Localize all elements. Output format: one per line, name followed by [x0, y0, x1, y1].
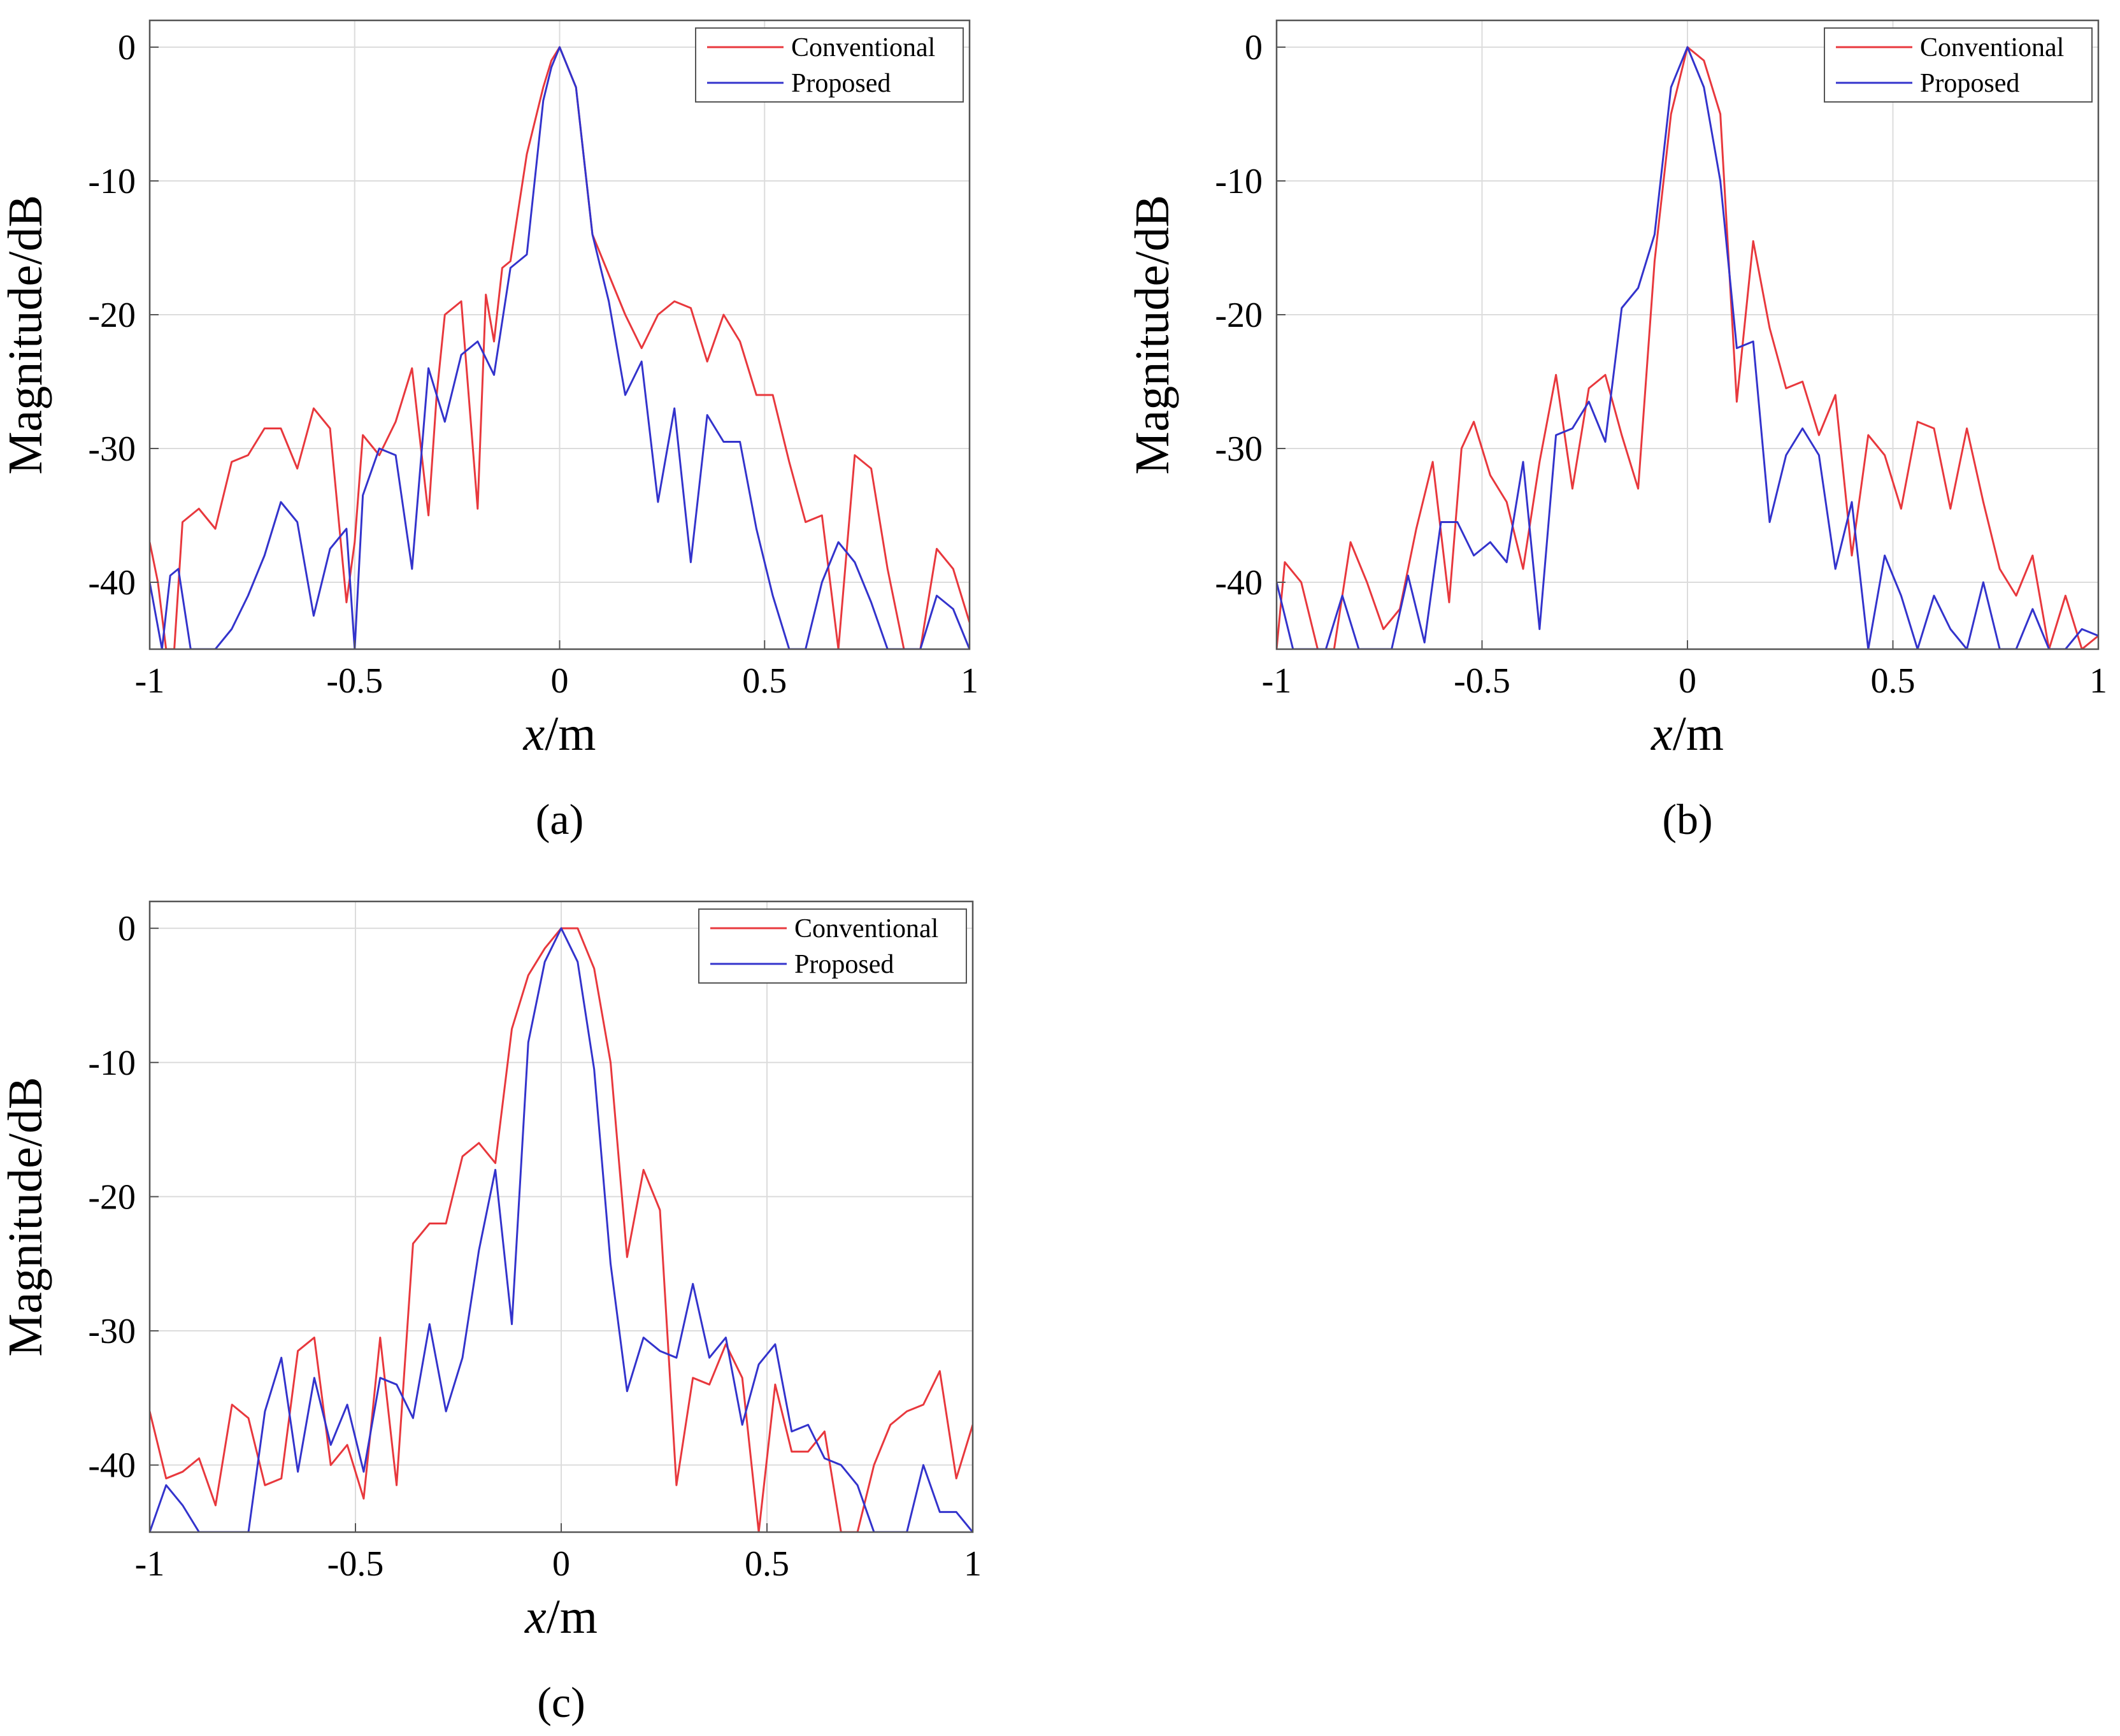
x-tick-label: 1 — [961, 661, 978, 701]
y-tick-label: -20 — [1215, 296, 1263, 335]
x-tick-label: -0.5 — [327, 1544, 384, 1584]
x-tick-label: 1 — [964, 1544, 982, 1584]
x-axis-label: x/m — [524, 1590, 598, 1644]
y-tick-label: -40 — [88, 563, 136, 603]
series-line-conventional — [150, 46, 970, 649]
x-axis-label-var: x — [1651, 707, 1673, 761]
x-axis-label-unit: /m — [1673, 707, 1724, 761]
y-tick-label: -40 — [88, 1446, 136, 1486]
legend-label-proposed: Proposed — [794, 950, 894, 979]
series-line-proposed — [150, 927, 973, 1532]
series-line-proposed — [1277, 46, 2098, 649]
panel-caption: (c) — [537, 1678, 585, 1726]
series-line-proposed — [150, 46, 970, 649]
x-axis-label: x/m — [523, 707, 596, 761]
x-tick-label: -1 — [135, 661, 165, 701]
y-tick-label: -30 — [1215, 429, 1263, 469]
x-tick-label: 0 — [551, 661, 569, 701]
y-tick-label: 0 — [118, 909, 136, 949]
x-axis-label-var: x — [524, 1590, 547, 1644]
x-tick-label: -0.5 — [1454, 661, 1510, 701]
y-axis-label: Magnitude/dB — [0, 195, 52, 475]
y-tick-label: -30 — [88, 429, 136, 469]
series-line-conventional — [1277, 46, 2098, 649]
x-tick-label: -0.5 — [326, 661, 383, 701]
y-tick-label: -40 — [1215, 563, 1263, 603]
y-tick-label: -30 — [88, 1312, 136, 1351]
x-tick-label: -1 — [135, 1544, 165, 1584]
x-tick-label: 0.5 — [742, 661, 787, 701]
legend-label-proposed: Proposed — [791, 69, 891, 98]
legend-label-proposed: Proposed — [1920, 69, 2019, 98]
panel-a: -1 -0.5 0 0.5 1 0 -10 -20 -30 -40 x/m Magnitude/dB C… — [0, 19, 978, 843]
panel-c: -1 -0.5 0 0.5 1 0 -10 -20 -30 -40 x/m Magnitude/dB C… — [0, 900, 982, 1726]
y-tick-label: -10 — [1215, 162, 1263, 201]
y-axis-label: Magnitude/dB — [1126, 195, 1179, 475]
x-axis-label: x/m — [1651, 707, 1724, 761]
x-axis-label-unit: /m — [545, 707, 596, 761]
legend-box — [1824, 27, 2093, 103]
x-tick-label: 1 — [2089, 661, 2107, 701]
y-tick-label: -20 — [88, 296, 136, 335]
legend-label-conventional: Conventional — [1920, 33, 2064, 62]
x-tick-label: 0 — [1679, 661, 1696, 701]
panel-caption: (b) — [1662, 795, 1712, 843]
x-tick-label: -1 — [1262, 661, 1292, 701]
legend-label-conventional: Conventional — [791, 33, 935, 62]
legend-box — [695, 27, 964, 103]
x-tick-label: 0 — [552, 1544, 570, 1584]
x-axis-label-unit: /m — [547, 1590, 598, 1644]
y-tick-label: -20 — [88, 1177, 136, 1217]
x-axis-label-var: x — [523, 707, 545, 761]
y-axis-label: Magnitude/dB — [0, 1077, 52, 1356]
legend-box — [698, 908, 967, 984]
panel-caption: (a) — [536, 795, 584, 843]
y-tick-label: 0 — [118, 28, 136, 68]
y-tick-label: -10 — [88, 1044, 136, 1083]
y-tick-label: 0 — [1245, 28, 1263, 68]
panel-b: -1 -0.5 0 0.5 1 0 -10 -20 -30 -40 x/m Magnitude/dB C… — [1126, 19, 2107, 843]
x-tick-label: 0.5 — [1871, 661, 1916, 701]
legend-label-conventional: Conventional — [794, 914, 938, 943]
y-tick-label: -10 — [88, 162, 136, 201]
x-tick-label: 0.5 — [745, 1544, 789, 1584]
